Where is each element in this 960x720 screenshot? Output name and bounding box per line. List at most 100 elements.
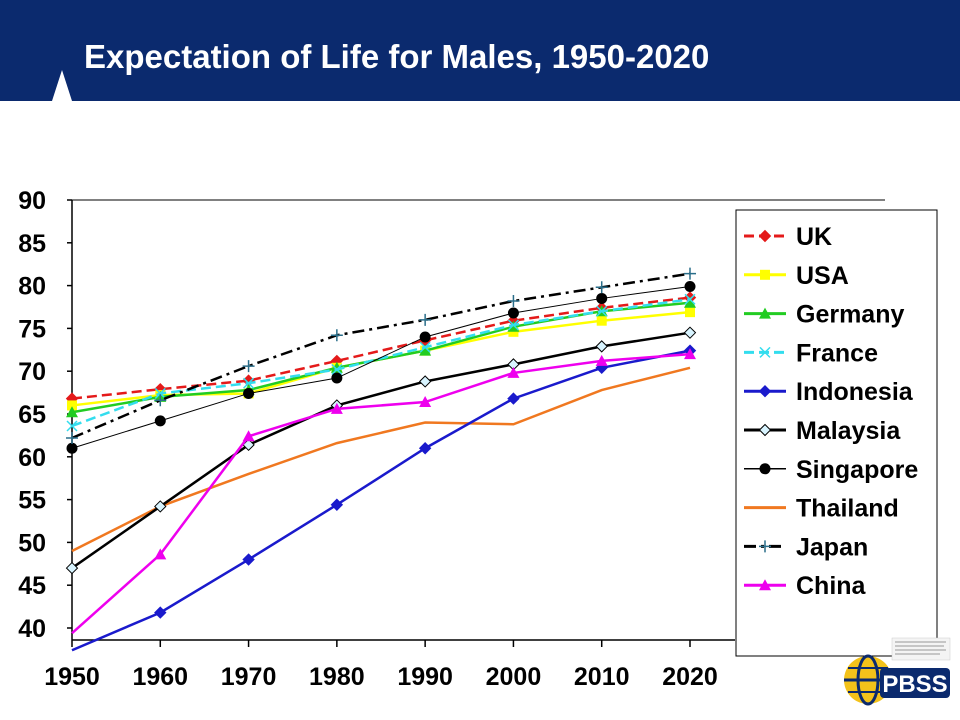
legend-marker (759, 463, 771, 475)
data-point (66, 420, 78, 432)
pbss-logo: PBSS (844, 637, 951, 706)
legend-marker (759, 346, 771, 358)
data-point (418, 442, 432, 455)
data-point (67, 400, 77, 411)
x-tick-label: 1970 (221, 663, 277, 691)
y-tick-label: 60 (18, 444, 46, 472)
data-point (65, 561, 79, 575)
legend-marker (758, 384, 772, 398)
series-thailand (71, 366, 691, 553)
legend-marker (760, 269, 770, 280)
legend-label: UK (796, 223, 832, 251)
legend-marker (758, 423, 772, 437)
legend-marker (759, 579, 771, 591)
series-singapore (66, 280, 696, 454)
data-point (419, 344, 432, 356)
legend-label: Malaysia (796, 417, 901, 445)
data-point (330, 402, 343, 414)
data-point (508, 326, 519, 337)
data-point (507, 295, 520, 308)
data-point (243, 387, 255, 399)
data-point (154, 394, 167, 407)
data-point (684, 280, 696, 292)
data-point (66, 442, 78, 454)
data-point (595, 281, 608, 294)
legend-label: USA (796, 262, 849, 290)
data-point (154, 415, 166, 427)
series-china (71, 348, 696, 635)
series-japan (66, 267, 696, 444)
data-point (684, 267, 696, 280)
data-point (242, 430, 255, 442)
data-point (507, 366, 520, 378)
legend-label: Germany (796, 301, 904, 329)
data-point (596, 292, 608, 304)
legend-marker (758, 229, 772, 243)
legend-label: Singapore (796, 456, 918, 484)
data-point (595, 354, 608, 366)
data-point (331, 363, 343, 376)
y-tick-label: 70 (18, 358, 46, 386)
data-point (596, 315, 607, 326)
data-point (418, 375, 432, 388)
data-point (242, 360, 255, 373)
data-point (330, 329, 343, 342)
series-line (71, 352, 691, 635)
y-tick-label: 90 (18, 187, 46, 215)
series-line (71, 366, 691, 553)
data-point (419, 396, 432, 408)
data-point (419, 331, 431, 343)
y-tick-label: 80 (18, 273, 46, 301)
legend-label: Japan (796, 533, 868, 561)
data-point (154, 500, 167, 513)
data-point (330, 361, 343, 373)
y-tick-label: 85 (18, 230, 46, 258)
x-tick-label: 2010 (574, 663, 630, 691)
data-point (507, 319, 519, 331)
data-point (331, 372, 343, 384)
legend-label: Thailand (796, 495, 899, 523)
series-line (71, 331, 691, 570)
legend-label: China (796, 572, 867, 600)
series-line (71, 298, 691, 428)
data-point (684, 296, 696, 308)
data-point (684, 293, 696, 305)
data-point (507, 392, 520, 405)
data-point (683, 326, 697, 339)
data-point (154, 387, 166, 399)
data-point (595, 340, 608, 353)
data-point (242, 553, 255, 566)
slide-title: Expectation of Life for Males, 1950-2020 (84, 38, 710, 75)
legend-marker (759, 307, 771, 319)
data-point (419, 341, 431, 353)
x-tick-label: 2000 (486, 663, 542, 691)
y-tick-label: 75 (18, 315, 46, 343)
series-line (71, 285, 691, 449)
logo-text: PBSS (882, 671, 947, 698)
x-tick-label: 2020 (662, 663, 718, 691)
y-tick-label: 45 (18, 572, 46, 600)
y-tick-label: 40 (18, 615, 46, 643)
data-point (685, 307, 695, 318)
header-notch (52, 70, 72, 101)
x-tick-label: 1990 (397, 663, 453, 691)
chart-axes: 40 45 50 55 60 65 70 75 80 85 90 1950 1960 1970 1980 19… (18, 187, 885, 691)
legend-label: Indonesia (796, 378, 914, 406)
data-point (507, 307, 519, 319)
data-point (684, 348, 696, 360)
y-tick-label: 50 (18, 529, 46, 557)
data-point (154, 606, 167, 619)
y-tick-label: 65 (18, 401, 46, 429)
data-point (243, 377, 255, 389)
series-line (71, 272, 691, 440)
chart-legend: UK USA Germany France Indonesia Malaysia Singa… (735, 209, 938, 657)
data-point (66, 406, 78, 418)
data-point (419, 313, 432, 326)
x-tick-label: 1980 (309, 663, 365, 691)
x-tick-label: 1950 (44, 663, 100, 691)
data-point (330, 498, 344, 511)
legend-label: France (796, 339, 878, 367)
data-point (596, 305, 608, 317)
series-lines (65, 267, 697, 652)
